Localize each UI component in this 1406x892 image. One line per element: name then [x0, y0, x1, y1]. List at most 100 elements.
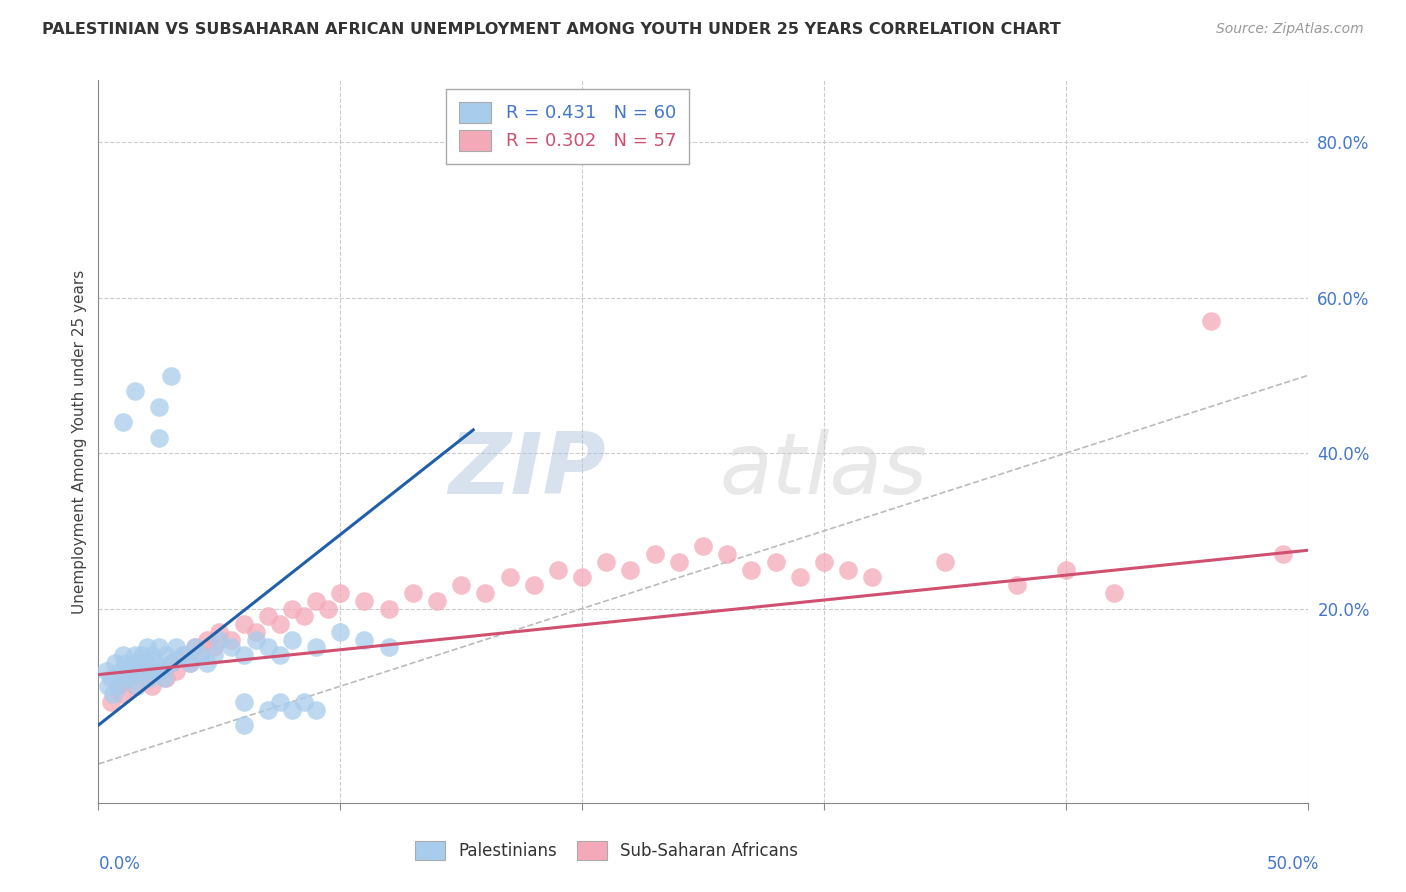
Point — [329, 586, 352, 600]
Point — [179, 656, 201, 670]
Point — [150, 664, 173, 678]
Point — [256, 702, 278, 716]
Point — [148, 400, 170, 414]
Point — [145, 656, 167, 670]
Point — [269, 648, 291, 663]
Point — [143, 664, 166, 678]
Point — [860, 570, 883, 584]
Point — [188, 648, 211, 663]
Point — [329, 624, 352, 639]
Point — [117, 664, 139, 678]
Point — [141, 648, 163, 663]
Point — [160, 368, 183, 383]
Point — [221, 632, 243, 647]
Point — [101, 687, 124, 701]
Point — [100, 672, 122, 686]
Point — [107, 679, 129, 693]
Point — [184, 640, 207, 655]
Point — [232, 718, 254, 732]
Point — [221, 640, 243, 655]
Point — [740, 563, 762, 577]
Point — [135, 672, 157, 686]
Y-axis label: Unemployment Among Youth under 25 years: Unemployment Among Youth under 25 years — [72, 269, 87, 614]
Point — [269, 695, 291, 709]
Point — [813, 555, 835, 569]
Point — [232, 617, 254, 632]
Point — [165, 640, 187, 655]
Point — [118, 672, 141, 686]
Point — [172, 648, 194, 663]
Point — [160, 656, 183, 670]
Point — [134, 664, 156, 678]
Point — [208, 624, 231, 639]
Point — [148, 640, 170, 655]
Point — [111, 672, 134, 686]
Legend: Palestinians, Sub-Saharan Africans: Palestinians, Sub-Saharan Africans — [408, 834, 804, 867]
Point — [97, 679, 120, 693]
Point — [353, 632, 375, 647]
Point — [152, 672, 174, 686]
Point — [124, 384, 146, 398]
Point — [402, 586, 425, 600]
Point — [426, 594, 449, 608]
Point — [1272, 547, 1295, 561]
Point — [111, 687, 134, 701]
Point — [184, 640, 207, 655]
Point — [179, 656, 201, 670]
Point — [135, 656, 157, 670]
Text: Source: ZipAtlas.com: Source: ZipAtlas.com — [1216, 22, 1364, 37]
Point — [292, 609, 315, 624]
Point — [138, 672, 160, 686]
Point — [523, 578, 546, 592]
Point — [195, 656, 218, 670]
Point — [155, 672, 177, 686]
Point — [316, 601, 339, 615]
Text: 50.0%: 50.0% — [1267, 855, 1319, 872]
Point — [547, 563, 569, 577]
Text: atlas: atlas — [720, 429, 928, 512]
Point — [377, 601, 399, 615]
Text: ZIP: ZIP — [449, 429, 606, 512]
Point — [305, 640, 328, 655]
Point — [450, 578, 472, 592]
Point — [305, 702, 328, 716]
Point — [305, 594, 328, 608]
Point — [108, 664, 131, 678]
Point — [668, 555, 690, 569]
Point — [131, 648, 153, 663]
Point — [107, 679, 129, 693]
Point — [281, 632, 304, 647]
Point — [789, 570, 811, 584]
Point — [124, 648, 146, 663]
Point — [353, 594, 375, 608]
Point — [837, 563, 859, 577]
Point — [595, 555, 617, 569]
Point — [148, 664, 170, 678]
Point — [148, 431, 170, 445]
Point — [232, 695, 254, 709]
Point — [141, 679, 163, 693]
Point — [117, 672, 139, 686]
Point — [281, 601, 304, 615]
Point — [188, 648, 211, 663]
Point — [619, 563, 641, 577]
Point — [232, 648, 254, 663]
Point — [124, 664, 146, 678]
Point — [269, 617, 291, 632]
Point — [1007, 578, 1029, 592]
Point — [104, 656, 127, 670]
Point — [204, 640, 226, 655]
Point — [377, 640, 399, 655]
Point — [155, 648, 177, 663]
Point — [135, 640, 157, 655]
Point — [256, 640, 278, 655]
Point — [934, 555, 956, 569]
Point — [195, 632, 218, 647]
Point — [765, 555, 787, 569]
Point — [121, 656, 143, 670]
Point — [692, 540, 714, 554]
Point — [716, 547, 738, 561]
Point — [245, 624, 267, 639]
Point — [204, 648, 226, 663]
Point — [172, 648, 194, 663]
